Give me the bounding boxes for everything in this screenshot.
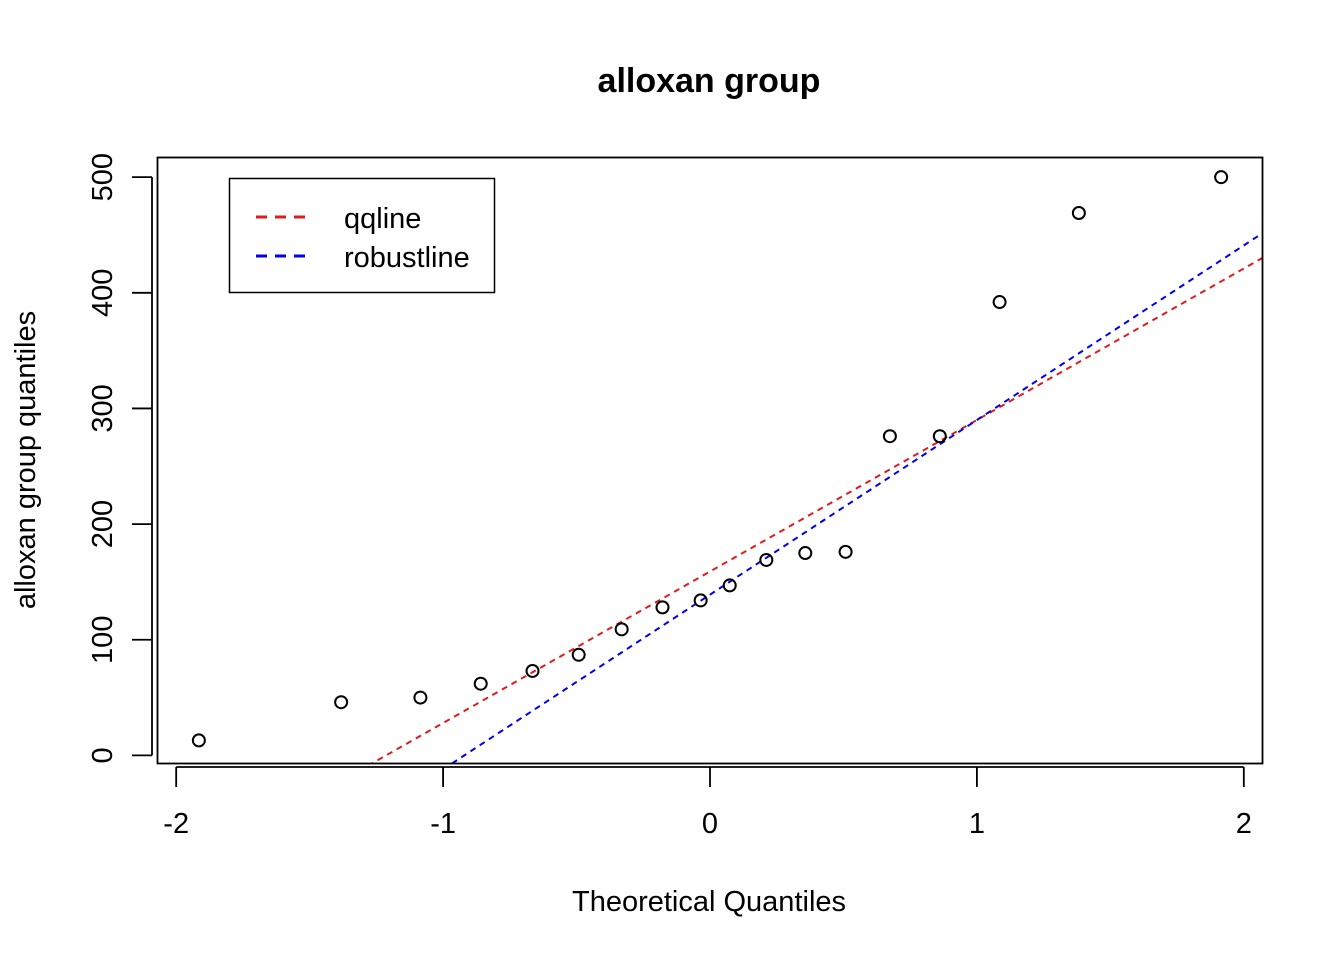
data-point bbox=[614, 622, 629, 637]
x-axis: -2 -1 0 1 2 bbox=[163, 766, 1252, 840]
legend-box bbox=[228, 177, 496, 294]
y-axis: 0 100 200 300 400 500 bbox=[87, 153, 153, 763]
data-point bbox=[759, 552, 774, 567]
data-point bbox=[191, 733, 206, 748]
data-point bbox=[693, 593, 708, 608]
y-tick-label: 500 bbox=[87, 153, 119, 201]
data-point bbox=[413, 690, 428, 705]
data-point bbox=[334, 695, 349, 710]
y-axis-title: alloxan group quantiles bbox=[10, 311, 42, 609]
x-axis-title: Theoretical Quantiles bbox=[572, 886, 846, 918]
data-point bbox=[722, 578, 737, 593]
data-point bbox=[571, 647, 586, 662]
y-tick-label: 100 bbox=[87, 616, 119, 664]
data-point bbox=[655, 600, 670, 615]
x-tick-label: 1 bbox=[969, 808, 985, 840]
legend: qqline robustline bbox=[228, 177, 496, 294]
y-tick-label: 400 bbox=[87, 269, 119, 317]
data-point bbox=[992, 295, 1007, 310]
data-point bbox=[838, 544, 853, 559]
robustline-line bbox=[450, 232, 1263, 764]
data-point bbox=[1071, 206, 1086, 221]
qqline-line bbox=[369, 257, 1263, 764]
y-tick-label: 200 bbox=[87, 500, 119, 548]
data-point bbox=[473, 676, 488, 691]
data-point bbox=[1214, 170, 1229, 185]
plot-area bbox=[191, 170, 1263, 764]
legend-qqline-label: qqline bbox=[344, 203, 421, 235]
chart-title: alloxan group bbox=[598, 62, 821, 100]
y-tick-label: 300 bbox=[87, 384, 119, 432]
x-tick-label: 0 bbox=[702, 808, 718, 840]
data-point bbox=[932, 429, 947, 444]
data-point bbox=[882, 429, 897, 444]
plot-frame bbox=[156, 156, 1264, 765]
x-tick-label: -1 bbox=[430, 808, 456, 840]
data-point bbox=[798, 546, 813, 561]
x-tick-label: -2 bbox=[163, 808, 189, 840]
y-tick-label: 0 bbox=[87, 747, 119, 763]
data-point bbox=[525, 663, 540, 678]
x-tick-label: 2 bbox=[1236, 808, 1252, 840]
legend-robustline-label: robustline bbox=[344, 242, 470, 274]
